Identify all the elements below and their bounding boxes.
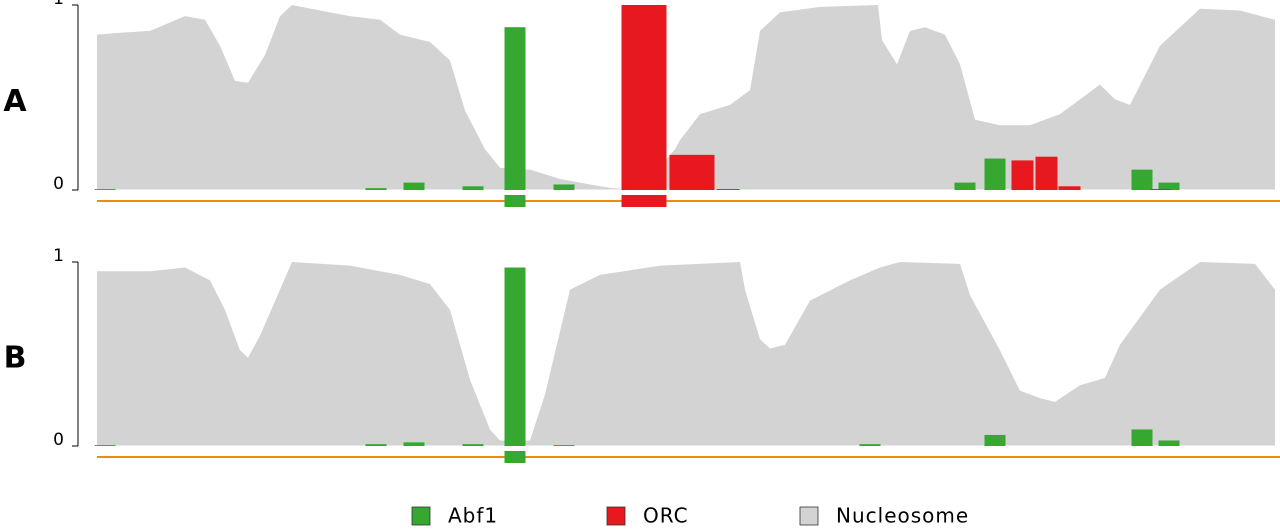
bar [716,189,740,190]
panel-label: A [3,84,27,119]
bar [984,158,1006,190]
bar [94,445,116,446]
bar [1131,429,1153,446]
legend-label: Abf1 [448,504,498,528]
legend-swatch [606,506,626,526]
bar [504,27,526,191]
bar [954,182,976,190]
bar [1035,156,1058,190]
y-tick-label: 1 [53,0,64,9]
bar [621,5,667,190]
bar [94,189,116,190]
bar [403,442,425,446]
binding-site [504,451,526,463]
bar [1158,440,1180,446]
bar [365,444,387,446]
bar [1011,160,1034,190]
legend-swatch [799,506,819,526]
bar [1131,169,1153,190]
y-tick-label: 0 [53,174,64,194]
bar [553,445,575,446]
y-tick-label: 0 [53,430,64,450]
nucleosome-area [97,5,1275,190]
nucleosome-area [97,262,1275,446]
bar [553,184,575,190]
bar [669,154,715,190]
legend-swatch [411,506,431,526]
bar [403,182,425,190]
bar [365,188,387,190]
bar [1150,189,1172,190]
bar [462,444,484,446]
bar [462,186,484,190]
y-tick-label: 1 [53,246,64,266]
legend-label: ORC [643,504,689,528]
bar [859,444,881,446]
bar [1058,186,1081,190]
binding-site [621,195,667,207]
panel-label: B [4,341,27,376]
bar [984,434,1006,446]
binding-site [504,195,526,207]
bar [504,267,526,446]
bar [1158,182,1180,190]
legend-label: Nucleosome [836,504,969,528]
